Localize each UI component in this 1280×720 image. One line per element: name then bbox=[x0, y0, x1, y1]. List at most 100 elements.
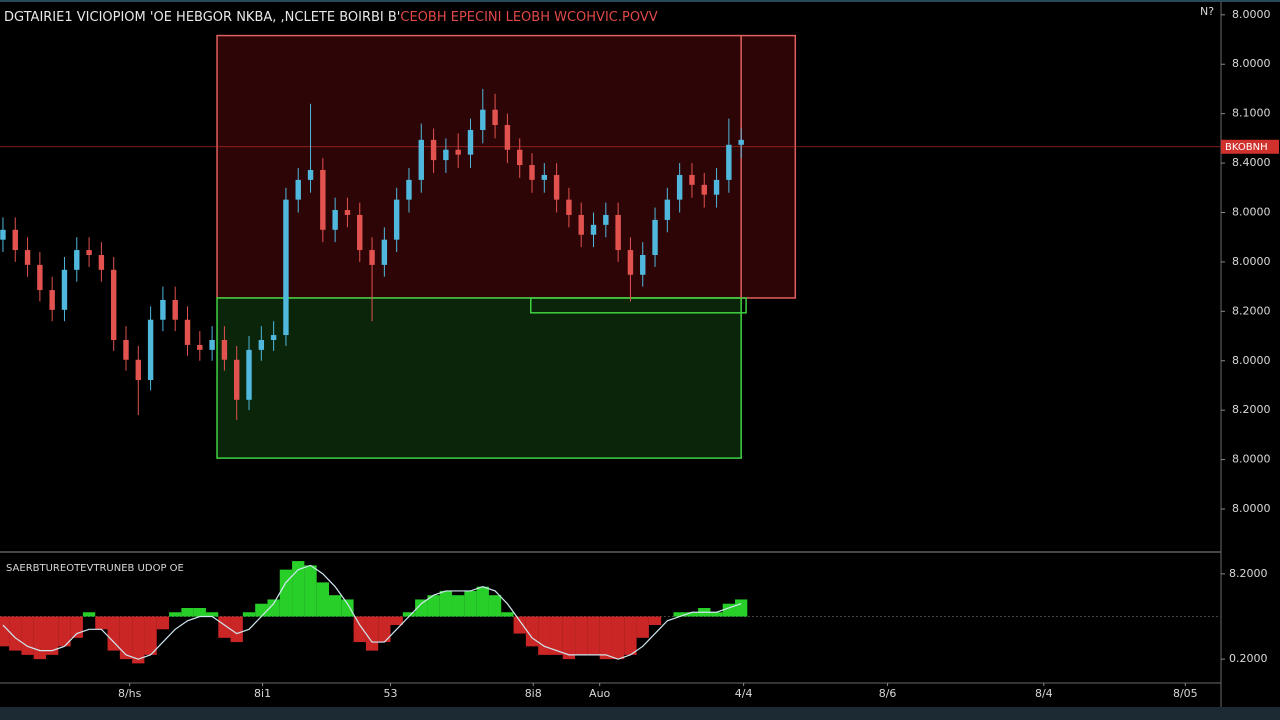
histogram-bar bbox=[181, 607, 194, 617]
histogram-bar bbox=[365, 616, 379, 651]
histogram-bar bbox=[46, 616, 59, 655]
candle-body bbox=[738, 139, 744, 145]
candle-body bbox=[49, 290, 55, 310]
histogram-bar bbox=[402, 612, 416, 617]
histogram-bar bbox=[353, 616, 366, 643]
candle-body bbox=[603, 214, 609, 225]
candle-body bbox=[516, 149, 523, 166]
histogram-bar bbox=[599, 616, 612, 660]
candle-body bbox=[12, 229, 18, 251]
histogram-bar bbox=[464, 590, 477, 617]
y-tick-label: 8.2000 bbox=[1232, 304, 1271, 317]
histogram-bar bbox=[722, 603, 736, 617]
histogram-bar bbox=[205, 612, 219, 617]
histogram-bar bbox=[513, 616, 526, 634]
histogram-bar bbox=[304, 565, 317, 617]
candle-body bbox=[541, 174, 548, 180]
candle-body bbox=[98, 254, 105, 270]
candle-body bbox=[258, 339, 265, 350]
histogram-bar bbox=[218, 616, 231, 638]
x-tick-label: 8i1 bbox=[254, 687, 271, 700]
histogram-bar bbox=[82, 612, 96, 617]
histogram-bar bbox=[562, 616, 576, 660]
candle-body bbox=[492, 109, 498, 126]
candle-body bbox=[320, 169, 326, 230]
histogram-bar bbox=[242, 612, 256, 617]
histogram-bar bbox=[58, 616, 71, 647]
candle-body bbox=[701, 184, 707, 195]
x-tick-label: 8i8 bbox=[525, 687, 542, 700]
candle-body bbox=[110, 269, 117, 340]
histogram-bar bbox=[636, 616, 649, 638]
candle-body bbox=[135, 359, 141, 381]
histogram-bar bbox=[95, 616, 108, 630]
x-tick-label: 8/hs bbox=[118, 687, 142, 700]
top-border bbox=[0, 0, 1280, 2]
histogram-bar bbox=[611, 616, 625, 660]
title-main: DGTAIRIE1 VICIOPIOM 'OE HEBGOR NKBA, ,NC… bbox=[4, 10, 400, 25]
signal-line bbox=[2, 564, 742, 660]
histogram-bar bbox=[21, 616, 34, 655]
candle-body bbox=[676, 174, 683, 200]
histogram-bar bbox=[132, 616, 145, 664]
histogram-bar bbox=[624, 616, 637, 655]
candle-body bbox=[615, 214, 621, 251]
zone bbox=[530, 297, 747, 314]
candle-body bbox=[726, 144, 732, 180]
y-tick-label: 8.0000 bbox=[1232, 502, 1271, 515]
histogram-bar bbox=[328, 595, 342, 617]
histogram-bar bbox=[341, 599, 354, 617]
candle-body bbox=[61, 269, 68, 310]
histogram-bar bbox=[0, 616, 10, 647]
title-highlight: CEOBH EPECINI LEOBH WCOHVIC.POVV bbox=[400, 10, 657, 25]
chart-title: DGTAIRIE1 VICIOPIOM 'OE HEBGOR NKBA, ,NC… bbox=[4, 10, 658, 25]
histogram-bar bbox=[476, 586, 489, 617]
histogram-bar bbox=[230, 616, 243, 643]
candle-body bbox=[307, 169, 314, 180]
candle-body bbox=[381, 239, 388, 265]
x-tick-label: 8/6 bbox=[879, 687, 897, 700]
candle-body bbox=[37, 264, 43, 291]
candle-body bbox=[529, 165, 535, 180]
candle-body bbox=[197, 344, 203, 350]
candle-body bbox=[0, 229, 6, 240]
candle-body bbox=[24, 250, 31, 265]
histogram-bar bbox=[156, 616, 170, 630]
candle-body bbox=[221, 339, 228, 360]
histogram-bar bbox=[575, 616, 588, 655]
histogram-bar bbox=[710, 612, 723, 617]
candle-body bbox=[418, 139, 424, 180]
candle-body bbox=[234, 359, 240, 400]
histogram-bar bbox=[415, 599, 428, 617]
price-tag-label: BKOBNH bbox=[1225, 142, 1268, 153]
histogram-bar bbox=[550, 616, 563, 655]
histogram-bar bbox=[378, 616, 391, 643]
histogram-bar bbox=[427, 595, 440, 617]
candle-body bbox=[406, 179, 412, 200]
candle-body bbox=[160, 299, 166, 320]
corner-label[interactable]: N? bbox=[1200, 5, 1214, 18]
histogram-bar bbox=[525, 616, 539, 647]
histogram-bar bbox=[70, 616, 83, 638]
candle-body bbox=[295, 179, 301, 200]
histogram-bar bbox=[193, 607, 206, 617]
x-tick-label: 8/4 bbox=[1035, 687, 1053, 700]
candle-body bbox=[369, 250, 375, 265]
y-tick-label: 8.1000 bbox=[1232, 107, 1271, 120]
histogram-bar bbox=[255, 603, 268, 617]
candle-body bbox=[209, 339, 215, 350]
candle-body bbox=[74, 250, 80, 270]
candle-body bbox=[578, 214, 584, 235]
histogram-bar bbox=[279, 569, 293, 617]
candle-body bbox=[713, 179, 720, 195]
histogram-bar bbox=[33, 616, 47, 660]
candle-body bbox=[357, 214, 363, 251]
histogram-bar bbox=[673, 612, 686, 617]
histogram-bar bbox=[267, 599, 280, 617]
candle-body bbox=[393, 199, 400, 240]
candle-body bbox=[332, 210, 338, 230]
y-tick-label: 8.2000 bbox=[1229, 567, 1268, 580]
histogram-bar bbox=[9, 616, 22, 651]
y-tick-label: 8.2000 bbox=[1232, 403, 1271, 416]
